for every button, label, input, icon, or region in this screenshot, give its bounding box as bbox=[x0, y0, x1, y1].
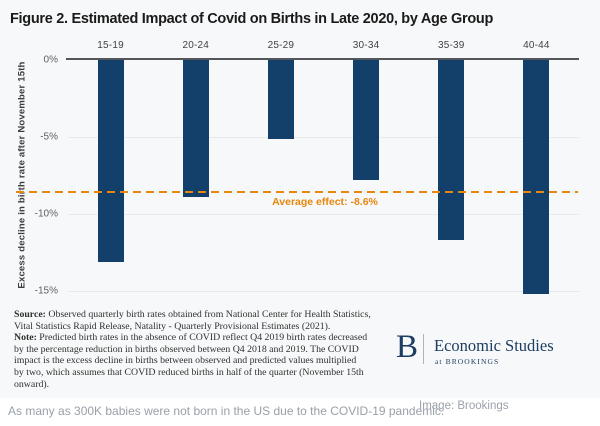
caption-strip: As many as 300K babies were not born in … bbox=[0, 398, 600, 426]
gridline bbox=[68, 136, 579, 138]
y-tick-label: 0% bbox=[43, 54, 58, 65]
note-label: Note: bbox=[14, 332, 37, 344]
category-label: 25-29 bbox=[267, 40, 295, 51]
bar bbox=[182, 60, 209, 198]
bar-chart: Excess decline in birth rate after Novem… bbox=[16, 40, 579, 296]
bar bbox=[353, 60, 380, 181]
category-label: 15-19 bbox=[97, 40, 124, 51]
bar bbox=[523, 60, 550, 295]
bar bbox=[438, 60, 465, 241]
y-tick-label: -5% bbox=[40, 131, 58, 142]
gridline bbox=[68, 213, 579, 215]
bar bbox=[267, 60, 294, 139]
figure-card: Figure 2. Estimated Impact of Covid on B… bbox=[10, 11, 586, 390]
y-tick-label: -15% bbox=[34, 285, 58, 296]
logo-name: Economic Studies bbox=[434, 336, 554, 355]
image-credit: Image: Brookings bbox=[419, 400, 509, 412]
source-note-block: Source: Observed quarterly birth rates o… bbox=[14, 309, 474, 390]
y-tick-label: -10% bbox=[34, 208, 58, 219]
brookings-b-icon: B bbox=[396, 329, 419, 365]
brookings-logo: B Economic Studies at BROOKINGS bbox=[396, 329, 586, 371]
category-label: 40-44 bbox=[523, 40, 550, 51]
bar bbox=[97, 60, 124, 262]
category-label: 20-24 bbox=[182, 40, 210, 51]
average-effect-line bbox=[16, 190, 578, 193]
x-axis-line bbox=[66, 58, 579, 60]
logo-subtitle: at BROOKINGS bbox=[435, 357, 500, 366]
image-caption: As many as 300K babies were not born in … bbox=[8, 404, 445, 418]
y-axis-title: Excess decline in birth rate after Novem… bbox=[16, 61, 28, 289]
source-label: Source: bbox=[14, 309, 46, 320]
gridline bbox=[68, 290, 579, 292]
figure-title: Figure 2. Estimated Impact of Covid on B… bbox=[10, 11, 494, 27]
category-label: 30-34 bbox=[352, 40, 380, 51]
source-text: Observed quarterly birth rates obtained … bbox=[14, 309, 371, 332]
category-label: 35-39 bbox=[437, 40, 465, 51]
note-text: Predicted birth rates in the absence of … bbox=[14, 332, 368, 390]
logo-divider bbox=[423, 334, 424, 364]
average-effect-label: Average effect: -8.6% bbox=[272, 196, 378, 208]
